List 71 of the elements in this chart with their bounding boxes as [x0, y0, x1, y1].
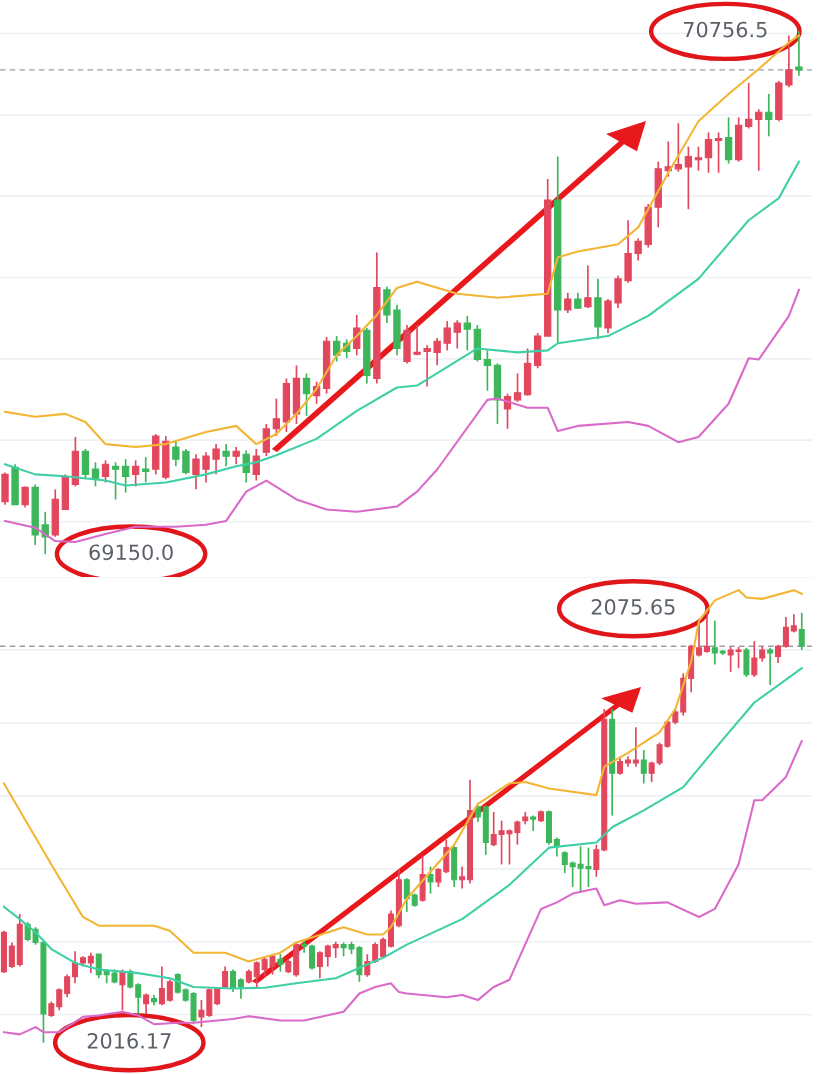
candlestick: [242, 449, 250, 484]
candlestick: [724, 116, 733, 165]
candlestick: [593, 843, 600, 878]
candlestick: [463, 315, 471, 352]
candlestick: [272, 397, 281, 437]
annotation: 2075.65: [591, 599, 675, 615]
candlestick: [453, 319, 461, 350]
candlestick: [111, 461, 120, 501]
annotation: 70756.5: [683, 21, 767, 38]
candlestick: [459, 865, 466, 890]
candlestick: [785, 34, 793, 89]
candlestick: [372, 941, 379, 964]
candlestick: [230, 968, 237, 993]
candlestick: [423, 344, 431, 388]
candlestick: [302, 372, 311, 417]
candlestick: [767, 646, 774, 686]
candlestick: [684, 145, 693, 211]
candlestick: [704, 131, 713, 174]
candlestick: [172, 439, 180, 468]
candlestick: [182, 448, 190, 476]
candlestick: [413, 324, 421, 357]
candlestick: [561, 850, 568, 875]
candlestick: [696, 618, 703, 658]
candlestick: [403, 877, 410, 913]
candlestick: [101, 459, 110, 484]
candlestick: [674, 122, 683, 173]
candlestick: [56, 987, 63, 1012]
candlestick: [8, 941, 15, 969]
candlestick: [119, 968, 126, 1012]
candlestick: [765, 93, 773, 138]
candlestick: [87, 951, 94, 974]
candlestick: [714, 131, 723, 174]
candlestick: [564, 291, 572, 314]
candlestick: [775, 644, 782, 664]
candlestick: [795, 30, 803, 77]
candlestick: [166, 978, 173, 1003]
candlestick: [316, 950, 323, 980]
candlestick: [634, 237, 642, 262]
candlestick: [513, 372, 522, 403]
candlestick: [640, 749, 647, 785]
candlestick: [694, 145, 703, 172]
candlestick: [632, 726, 639, 768]
candlestick: [483, 349, 492, 392]
candlestick: [755, 108, 763, 172]
candlestick: [64, 973, 71, 999]
candlestick: [435, 867, 442, 888]
candlestick: [121, 458, 130, 494]
candlestick: [253, 960, 260, 988]
candlestick: [21, 485, 29, 509]
candlestick: [427, 865, 434, 895]
candlestick: [252, 448, 260, 482]
candlestick: [745, 82, 753, 130]
candlestick: [433, 337, 441, 367]
annotation: 2016.17: [87, 1032, 171, 1049]
candlestick: [617, 755, 624, 776]
annotation: 69150.0: [89, 544, 173, 561]
candlestick: [584, 264, 592, 309]
candlestick: [711, 619, 718, 666]
candlestick: [751, 640, 758, 678]
candlestick: [782, 616, 789, 649]
candlestick: [212, 443, 220, 476]
candlestick: [158, 965, 165, 1007]
candlestick: [192, 453, 200, 491]
candlestick: [222, 443, 230, 468]
candlestick: [553, 836, 560, 858]
candlestick: [443, 320, 451, 352]
candlestick: [798, 611, 805, 651]
candlestick: [202, 451, 210, 484]
candlestick: [301, 940, 308, 954]
candlestick: [237, 977, 244, 1000]
candlestick: [135, 982, 142, 1015]
